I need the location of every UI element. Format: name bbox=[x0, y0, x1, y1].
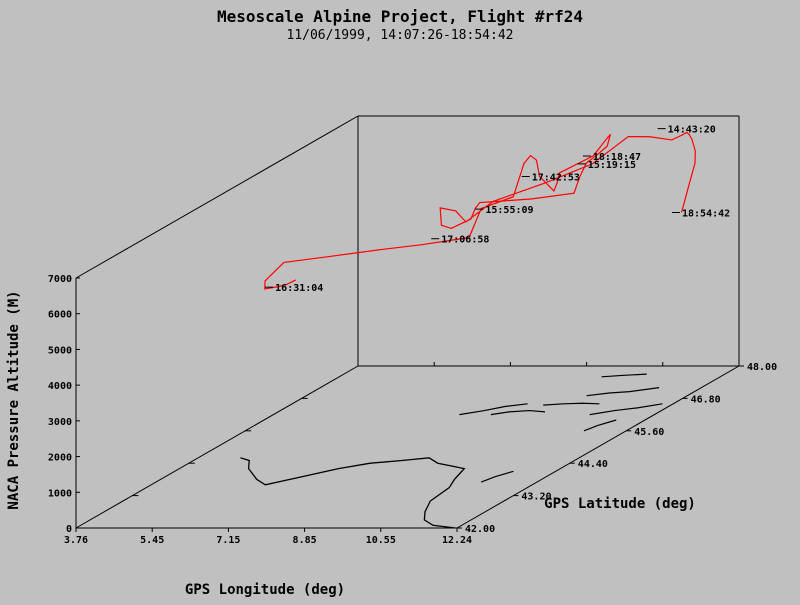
x-tick-label: 8.85 bbox=[293, 535, 317, 546]
y-axis-label: GPS Latitude (deg) bbox=[544, 496, 696, 512]
chart-subtitle: 11/06/1999, 14:07:26-18:54:42 bbox=[287, 28, 514, 43]
map-feature bbox=[459, 403, 528, 416]
chart-title: Mesoscale Alpine Project, Flight #rf24 bbox=[217, 7, 583, 26]
z-tick-label: 5000 bbox=[48, 345, 72, 356]
flight-track-line bbox=[264, 131, 696, 290]
axis-edge bbox=[75, 365, 359, 529]
flight-track bbox=[264, 131, 696, 290]
time-label: 14:43:20 bbox=[668, 125, 716, 136]
y-tick-label: 46.80 bbox=[691, 394, 721, 405]
x-axis-label: GPS Longitude (deg) bbox=[185, 582, 345, 598]
x-tick-label: 3.76 bbox=[64, 535, 88, 546]
map-feature bbox=[583, 419, 617, 432]
map-feature bbox=[601, 373, 647, 378]
time-labels: 14:43:20 15:19:15 15:55:09 16:31:04 17:06:58… bbox=[265, 125, 730, 294]
time-label: 18:54:42 bbox=[682, 209, 730, 220]
z-tick-label: 4000 bbox=[48, 381, 72, 392]
time-label: 18:18:47 bbox=[593, 152, 641, 163]
x-tick-label: 12.24 bbox=[442, 535, 472, 546]
time-label: 15:19:15 bbox=[588, 160, 636, 171]
map-feature bbox=[490, 409, 546, 416]
map-feature bbox=[543, 402, 600, 406]
x-tick-label: 7.15 bbox=[216, 535, 240, 546]
y-tick-label: 43.20 bbox=[521, 492, 551, 503]
z-tick-label: 2000 bbox=[48, 453, 72, 464]
y-tick-label: 44.40 bbox=[578, 459, 608, 470]
map-feature bbox=[589, 403, 663, 416]
z-tick-label: 1000 bbox=[48, 488, 72, 499]
time-label: 17:42:53 bbox=[532, 173, 580, 184]
time-label: 16:31:04 bbox=[275, 283, 323, 294]
y-tick-label: 42.00 bbox=[465, 524, 495, 535]
z-axis-label: NACA Pressure Altitude (M) bbox=[6, 290, 22, 509]
map-feature bbox=[480, 470, 514, 483]
y-tick-label: 45.60 bbox=[634, 427, 664, 438]
z-tick-label: 6000 bbox=[48, 310, 72, 321]
z-tick-label: 0 bbox=[66, 524, 72, 535]
map-feature bbox=[586, 387, 660, 397]
z-tick-label: 3000 bbox=[48, 417, 72, 428]
axes-box bbox=[75, 115, 740, 529]
x-tick-label: 5.45 bbox=[140, 535, 164, 546]
y-tick-label: 48.00 bbox=[747, 362, 777, 373]
time-label: 17:06:58 bbox=[441, 235, 489, 246]
x-tick-label: 10.55 bbox=[366, 535, 396, 546]
axis-edge bbox=[75, 115, 359, 279]
z-tick-label: 7000 bbox=[48, 274, 72, 285]
coastline-map bbox=[240, 373, 663, 529]
coastline bbox=[240, 457, 466, 529]
axis-edge bbox=[456, 365, 740, 529]
time-label: 15:55:09 bbox=[485, 205, 533, 216]
